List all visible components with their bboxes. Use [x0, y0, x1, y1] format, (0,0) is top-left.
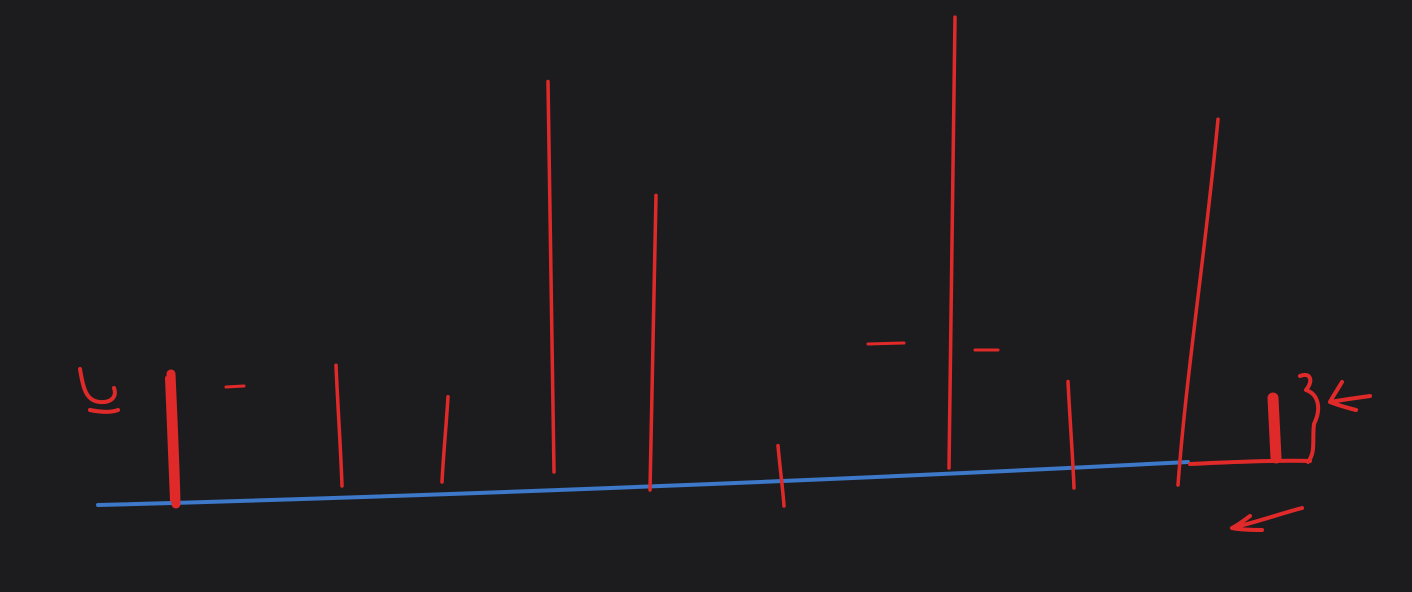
bar-6	[947, 15, 957, 470]
pointer-arrow-upper	[1328, 380, 1372, 412]
bar-8	[1176, 117, 1220, 487]
left-edge-bar	[166, 369, 181, 509]
bar-5	[776, 443, 786, 508]
ground-line	[96, 460, 1190, 507]
dash-mark	[224, 384, 246, 389]
bar-2	[440, 395, 450, 484]
bar-group	[334, 15, 1220, 508]
bar-1	[334, 363, 344, 488]
pointer-arrow-lower	[1230, 506, 1304, 532]
dash-mark	[866, 341, 906, 346]
right-label-glyph	[1298, 373, 1321, 464]
right-edge-bar	[1267, 392, 1282, 464]
bar-7	[1066, 379, 1076, 490]
left-edge-bar-stroke	[165, 376, 174, 502]
left-label-glyph	[78, 367, 120, 414]
right-edge-floor	[1188, 458, 1312, 466]
bar-4	[648, 193, 658, 492]
bar-3	[546, 79, 556, 474]
